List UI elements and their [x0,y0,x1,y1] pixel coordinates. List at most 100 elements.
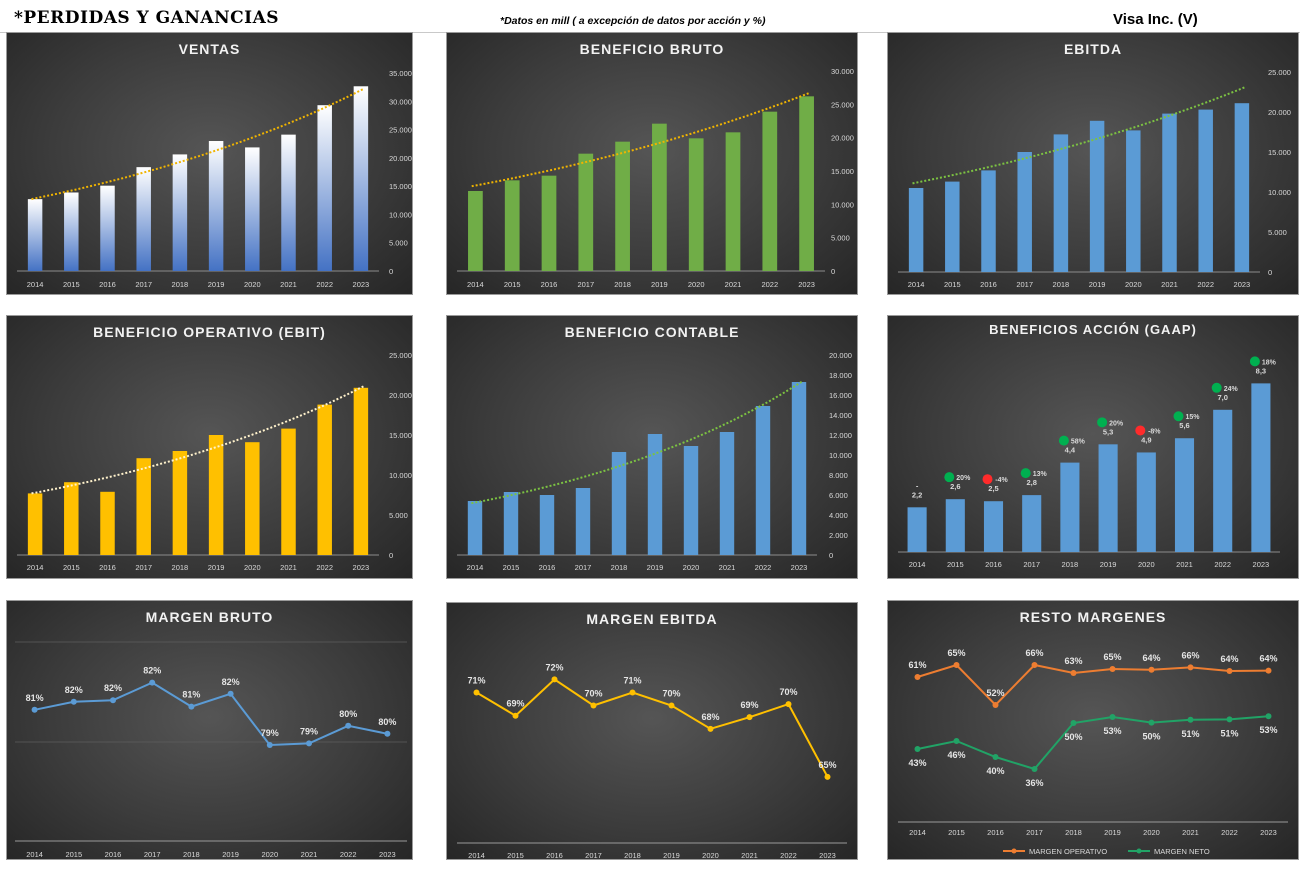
company-name: Visa Inc. (V) [1113,11,1198,28]
data-point [1148,719,1155,726]
data-point [70,698,77,705]
data-label: 66% [1181,650,1199,660]
bar [64,482,79,555]
bar [945,181,960,272]
data-label: 36% [1025,778,1043,788]
chart-title: BENEFICIOS ACCIÓN (GAAP) [989,322,1197,337]
chart-svg: 0 5.000 10.000 15.000 20.000 25.000 30.000 2014… [457,67,854,289]
y-tick-label: 16.000 [829,391,852,400]
chart-beneficios-accion: BENEFICIOS ACCIÓN (GAAP) 2014 2,2- 2015 2,6… [887,315,1299,579]
data-label: 53% [1103,726,1121,736]
chart-title: RESTO MARGENES [1019,609,1167,625]
y-tick-label: 18.000 [829,371,852,380]
data-point [551,676,558,683]
x-tick-label: 2023 [353,563,370,572]
data-label: 70% [584,689,602,699]
x-tick-label: 2019 [651,280,668,289]
bar [755,406,771,555]
x-tick-label: 2017 [135,563,152,572]
data-label: 4,4 [1065,446,1076,455]
data-label: 50% [1142,732,1160,742]
chart-title: BENEFICIO OPERATIVO (EBIT) [93,324,326,340]
x-tick-label: 2019 [647,563,664,572]
data-point [707,725,714,732]
x-tick-label: 2018 [172,563,189,572]
data-label: 66% [1025,648,1043,658]
x-tick-label: 2014 [909,560,926,569]
data-label: 64% [1142,653,1160,663]
bar [468,191,483,271]
bar [1060,462,1080,552]
bar [907,507,927,552]
report-title: *PERDIDAS Y GANANCIAS [14,8,280,28]
series-line [475,678,829,778]
bar [317,105,332,271]
data-point [1031,766,1038,772]
x-tick-label: 2022 [1214,560,1231,569]
x-tick-label: 2023 [353,280,370,289]
data-point [345,722,352,729]
trendline [471,380,804,505]
y-tick-label: 10.000 [389,471,412,480]
x-tick-label: 2022 [316,280,333,289]
x-tick-label: 2016 [985,560,1002,569]
y-tick-label: 20.000 [831,134,854,143]
bar [317,404,332,555]
data-label: 82% [222,677,240,687]
bar [1098,444,1118,552]
chart-svg: 2014 2015 2016 2017 2018 2019 2020 2021 2022 2023… [457,662,847,860]
bar [100,491,115,555]
y-tick-label: 0 [389,267,393,276]
y-tick-label: 20.000 [829,351,852,360]
trendline [471,91,811,188]
growth-label: 20% [1109,420,1124,427]
data-label: 82% [143,666,161,676]
x-tick-label: 2020 [1138,560,1155,569]
bar [1251,383,1271,552]
data-label: 82% [65,685,83,695]
chart-margen-ebitda: MARGEN EBITDA 2014 2015 2016 2017 2018 2019 20… [446,602,858,860]
x-tick-label: 2023 [1234,280,1251,289]
chart-resto-margenes: RESTO MARGENES 2014 2015 2016 2017 2018 2019 2… [887,600,1299,860]
y-tick-label: 25.000 [389,351,412,360]
data-label: 69% [506,699,524,709]
y-tick-label: 4.000 [829,511,848,520]
chart-beneficio-contable: BENEFICIO CONTABLE 0 2.000 4.000 6.000 8.000… [446,315,858,579]
x-tick-label: 2019 [208,280,225,289]
x-tick-label: 2019 [1104,828,1121,837]
bar [1174,438,1195,552]
bar [208,141,224,271]
data-point [1226,668,1233,674]
bar [245,442,260,555]
y-tick-label: 0 [389,551,393,560]
x-tick-label: 2014 [26,850,43,859]
series-line [34,681,388,747]
x-tick-label: 2014 [467,280,484,289]
growth-label: 13% [1033,471,1048,478]
x-tick-label: 2020 [1125,280,1142,289]
bar [945,499,965,552]
y-tick-label: 20.000 [389,154,412,163]
growth-down-icon [982,474,993,485]
y-tick-label: 30.000 [389,97,412,106]
bar [539,495,555,555]
data-label: 4,9 [1141,435,1151,444]
growth-label: - [916,481,919,490]
x-tick-label: 2018 [1065,828,1082,837]
x-tick-label: 2017 [135,280,152,289]
x-tick-label: 2015 [63,280,80,289]
bar [1053,134,1069,272]
x-tick-label: 2015 [63,563,80,572]
chart-svg: 2014 2015 2016 2017 2018 2019 2020 2021 2022 2023… [898,648,1288,856]
y-tick-label: 15.000 [389,431,412,440]
data-point [914,746,921,752]
chart-svg: 20142,2-20152,620%20162,5-4%20172,813%20… [898,356,1280,569]
y-tick-label: 25.000 [1268,68,1291,77]
data-point [1187,716,1194,723]
y-tick-label: 15.000 [831,167,854,176]
data-point [110,697,116,704]
x-tick-label: 2015 [504,280,521,289]
bar [208,435,224,555]
x-tick-label: 2016 [99,563,116,572]
y-tick-label: 0 [829,551,833,560]
